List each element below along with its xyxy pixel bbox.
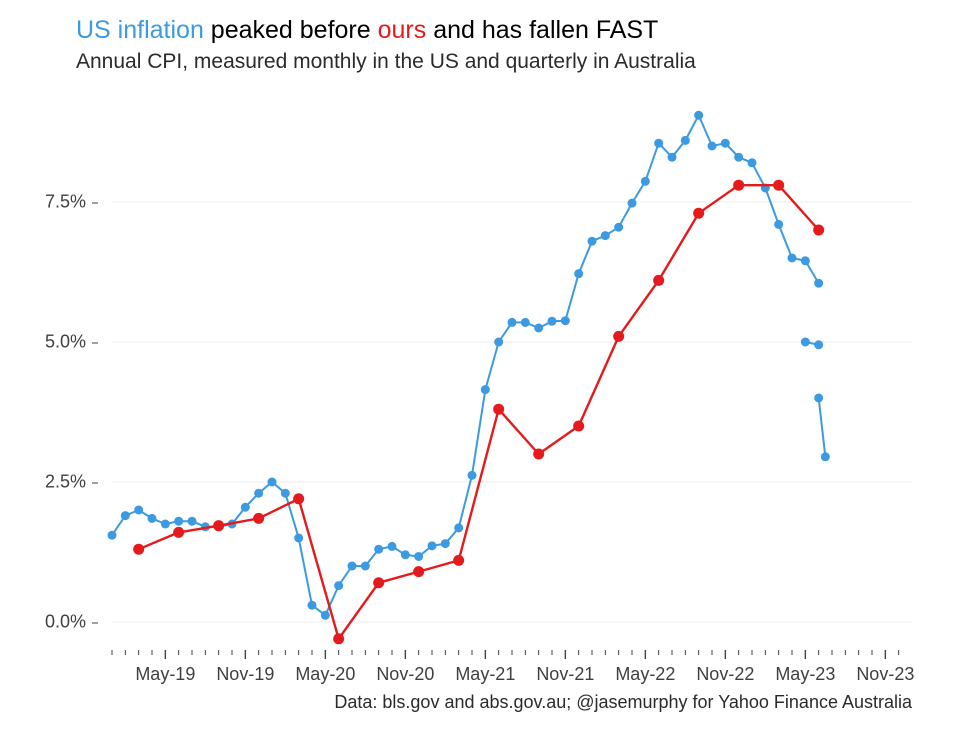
x-tick-label: Nov-21: [536, 664, 594, 685]
y-tick-label: 0.0%: [28, 612, 98, 633]
x-tick-label: May-23: [775, 664, 835, 685]
x-tick-label: May-19: [135, 664, 195, 685]
x-tick-label: May-22: [615, 664, 675, 685]
y-tick-label: 7.5%: [28, 192, 98, 213]
x-tick-label: Nov-19: [216, 664, 274, 685]
chart-svg: [0, 0, 960, 746]
x-tick-label: May-20: [295, 664, 355, 685]
x-tick-label: Nov-22: [696, 664, 754, 685]
chart-caption: Data: bls.gov and abs.gov.au; @jasemurph…: [334, 692, 912, 713]
y-tick-label: 5.0%: [28, 332, 98, 353]
x-tick-label: Nov-20: [376, 664, 434, 685]
x-tick-label: May-21: [455, 664, 515, 685]
x-tick-label: Nov-23: [856, 664, 914, 685]
chart-container: US inflation peaked before ours and has …: [0, 0, 960, 746]
y-tick-label: 2.5%: [28, 472, 98, 493]
